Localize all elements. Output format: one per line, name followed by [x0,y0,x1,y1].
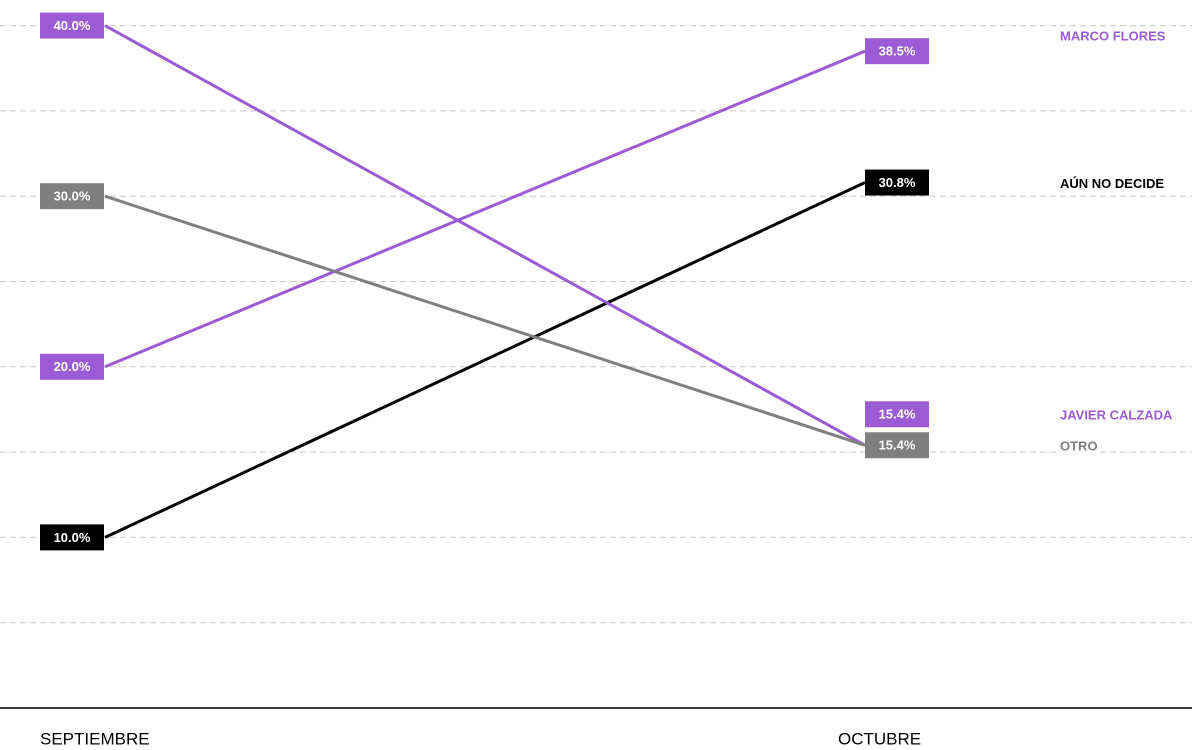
value-box [40,353,104,380]
slope-line [104,49,866,369]
slope-line [104,194,866,447]
value-box [40,183,104,210]
value-box [865,401,929,428]
value-label: 15.4% [879,438,916,453]
legend-bg [1058,28,1168,47]
value-box [865,169,929,196]
value-label: 40.0% [54,18,91,33]
value-box [40,524,104,551]
value-label: 10.0% [54,530,91,545]
legend-bg [1058,175,1167,194]
legend-bg [1058,438,1100,457]
slope-line [104,24,866,447]
x-tick-label: OCTUBRE [838,729,921,748]
legend-bg [1058,407,1175,426]
value-box [40,12,104,39]
x-tick-label: SEPTIEMBRE [40,729,150,748]
value-label: 38.5% [879,44,916,59]
legend-entry: AÚN NO DECIDE [1060,176,1164,191]
legend-entry: MARCO FLORES [1060,29,1166,44]
slope-line [104,181,866,539]
value-label: 30.0% [54,189,91,204]
legend-entry: JAVIER CALZADA [1060,408,1173,423]
legend-entry: OTRO [1060,439,1098,454]
value-box [865,432,929,459]
value-box [865,38,929,65]
value-label: 30.8% [879,175,916,190]
value-label: 20.0% [54,359,91,374]
value-label: 15.4% [879,407,916,422]
